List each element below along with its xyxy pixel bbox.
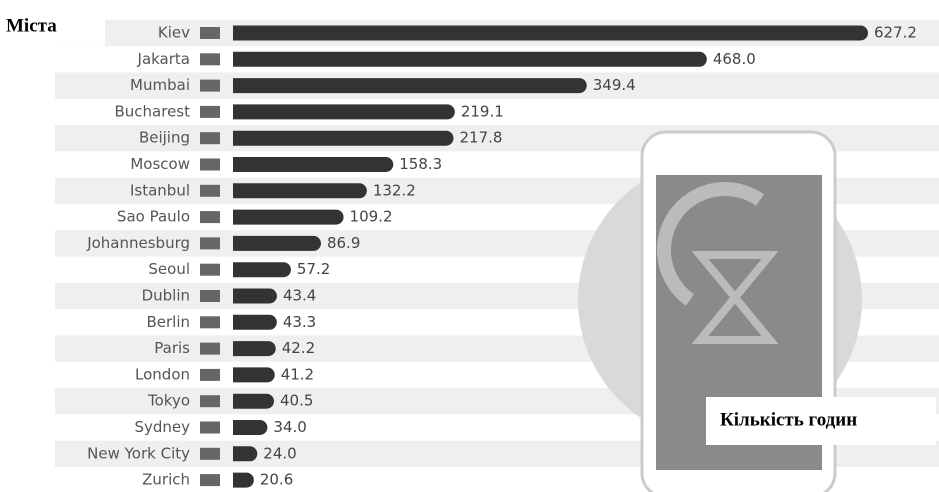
flag <box>200 474 220 487</box>
value-label: 627.2 <box>874 24 917 42</box>
category-label: Dublin <box>142 287 190 305</box>
value-label: 24.0 <box>263 444 296 462</box>
category-label: Johannesburg <box>86 234 190 252</box>
value-label: 158.3 <box>399 155 442 173</box>
category-label: New York City <box>87 444 190 462</box>
value-label: 217.8 <box>460 129 503 147</box>
bar <box>233 25 868 41</box>
flag <box>200 316 220 329</box>
value-label: 20.6 <box>260 471 293 489</box>
flag <box>200 421 220 434</box>
annotation-box <box>706 397 936 445</box>
annotation: Кількість годин <box>720 409 857 430</box>
annotation-box <box>0 6 105 46</box>
category-label: Mumbai <box>130 76 190 94</box>
bar <box>233 288 277 304</box>
bar <box>233 104 455 120</box>
bar <box>233 235 321 251</box>
value-label: 132.2 <box>373 181 416 199</box>
bar <box>233 262 291 278</box>
flag <box>200 211 220 224</box>
bar <box>233 130 454 146</box>
bar <box>233 78 587 94</box>
bar <box>233 472 254 488</box>
flag <box>200 132 220 145</box>
bar <box>233 209 344 225</box>
category-label: Paris <box>154 339 190 357</box>
category-label: Tokyo <box>147 392 190 410</box>
flag <box>200 79 220 92</box>
category-label: Moscow <box>130 155 190 173</box>
value-label: 41.2 <box>281 365 314 383</box>
value-label: 219.1 <box>461 102 504 120</box>
hourglass <box>691 251 779 344</box>
bar <box>233 51 707 67</box>
category-label: Zurich <box>142 471 190 489</box>
bar <box>233 183 367 199</box>
category-label: Berlin <box>146 313 190 331</box>
arrow <box>656 181 765 306</box>
plot: Kiev 627.2 Jakarta 468.0 Mumbai 349.4 Buchares… <box>86 24 917 489</box>
category-label: London <box>135 365 190 383</box>
flag <box>200 184 220 197</box>
flag <box>200 27 220 39</box>
category-label: Jakarta <box>137 50 190 68</box>
value-label: 109.2 <box>350 208 393 226</box>
category-label: Seoul <box>148 260 190 278</box>
bar <box>233 157 394 172</box>
value-label: 42.2 <box>282 339 315 357</box>
value-label: 43.4 <box>283 287 316 305</box>
category-label: Bucharest <box>114 102 190 120</box>
flag <box>200 158 220 171</box>
category-label: Sao Paulo <box>117 208 190 226</box>
annotation: Міста <box>6 15 57 36</box>
value-label: 86.9 <box>327 234 360 252</box>
bar <box>233 420 268 435</box>
flag <box>200 237 220 250</box>
value-label: 57.2 <box>297 260 330 278</box>
category-label: Istanbul <box>130 181 190 199</box>
flag <box>200 290 220 302</box>
flag <box>200 368 220 381</box>
flag <box>200 447 220 460</box>
category-label: Sydney <box>134 418 190 436</box>
bar <box>233 393 275 409</box>
value-label: 43.3 <box>283 313 316 331</box>
bar <box>233 314 277 330</box>
bar <box>233 341 276 357</box>
flag <box>200 105 220 118</box>
flag <box>200 53 220 66</box>
category-label: Beijing <box>139 129 190 147</box>
flag <box>200 263 220 276</box>
value-label: 468.0 <box>713 50 756 68</box>
flag <box>200 395 220 408</box>
bar <box>233 446 258 462</box>
value-label: 34.0 <box>273 418 306 436</box>
value-label: 40.5 <box>280 392 313 410</box>
value-label: 349.4 <box>593 76 636 94</box>
flag <box>200 342 220 355</box>
bar <box>233 367 275 383</box>
category-label: Kiev <box>158 24 190 42</box>
